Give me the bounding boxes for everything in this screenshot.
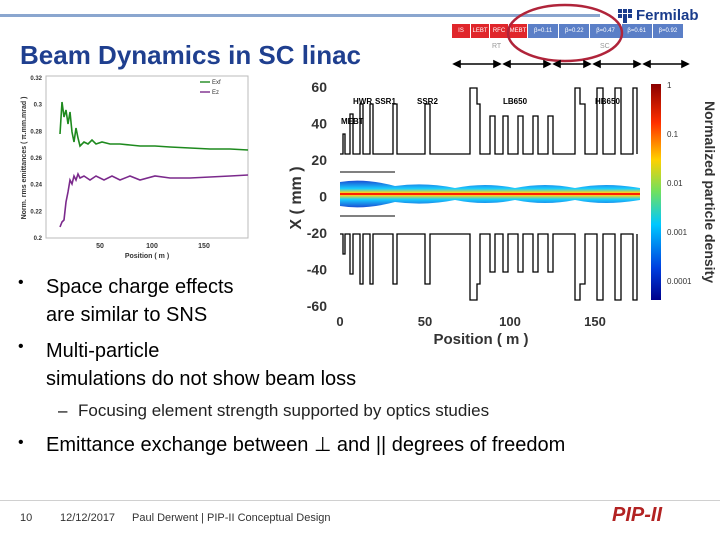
aperture-outline	[340, 87, 638, 155]
emittance-ytick: 0.22	[30, 209, 42, 215]
emittance-curve-ez	[59, 171, 249, 228]
beam-xlabel: Position ( m )	[434, 331, 529, 348]
bullet-1-line2: are similar to SNS	[46, 304, 208, 326]
bullet-2-line1: Multi-particle	[46, 340, 160, 362]
footer-date: 12/12/2017	[60, 512, 116, 524]
footer-rule	[0, 500, 720, 501]
emittance-xlabel: Position ( m )	[125, 253, 169, 260]
emittance-ytick: 0.26	[30, 156, 42, 162]
colorbar-tick: 0.01	[667, 179, 683, 188]
section-arrows	[452, 59, 690, 69]
lattice-segment: IS	[452, 24, 471, 38]
emittance-ytick: 0.32	[30, 76, 42, 82]
page-number: 10	[20, 512, 33, 524]
colorbar-tick: 0.001	[667, 228, 688, 237]
bullet-3: Emittance exchange between ⊥ and || degr…	[46, 434, 566, 456]
legend-exf: Exf	[212, 80, 221, 86]
sub-bullet-dash: –	[58, 401, 68, 420]
emittance-curve-exf	[59, 101, 249, 151]
beam-ytick: -60	[307, 298, 327, 314]
label-ssr1: SSR1	[375, 97, 396, 106]
aperture-outline-bottom	[340, 233, 638, 301]
emittance-xtick: 50	[96, 243, 104, 250]
beam-envelope-plot: 60 40 20 0 -20 -40 -60 0 50 100 150 X ( mm ) Posi…	[285, 74, 717, 352]
bullet-1-line1: Space charge effects	[46, 276, 234, 298]
emittance-ylabel: Norm. rms emittances ( π.mm.mrad )	[21, 97, 28, 220]
beam-xtick: 50	[418, 314, 432, 329]
legend-ez: Ez	[212, 90, 219, 96]
bullet-dot: •	[18, 274, 24, 291]
colorbar	[651, 84, 661, 300]
label-hb650: HB650	[595, 97, 620, 106]
colorbar-tick: 0.0001	[667, 277, 692, 286]
emittance-ytick: 0.2	[34, 236, 43, 242]
colorbar-tick: 1	[667, 81, 672, 90]
label-mebt: MEBT	[341, 117, 364, 126]
beam-xtick: 150	[584, 314, 606, 329]
beam-ytick: -40	[307, 262, 327, 278]
emittance-xtick: 150	[198, 243, 210, 250]
beam-ytick: 0	[319, 189, 327, 205]
lattice-segment: β=0.11	[528, 24, 560, 38]
lattice-segment: β=0.61	[621, 24, 653, 38]
rt-sc-labels: RT SC	[452, 40, 684, 54]
highlight-ellipse	[506, 3, 624, 63]
bullet-dot: •	[18, 338, 24, 355]
header-rule	[0, 14, 600, 17]
emittance-xtick: 100	[146, 243, 158, 250]
sub-bullet: Focusing element strength supported by o…	[78, 401, 490, 420]
lattice-segment-bar: IS LEBT RFC MEBT β=0.11 β=0.22 β=0.47 β=0.61 β=0…	[452, 24, 685, 38]
footer-author: Paul Derwent | PIP-II Conceptual Design	[132, 512, 331, 524]
fermilab-logo-icon	[618, 9, 632, 23]
slide-title: Beam Dynamics in SC linac	[20, 40, 362, 70]
beam-xtick: 0	[336, 314, 343, 329]
colorbar-label: Normalized particle density	[702, 101, 717, 283]
pip-ii-logo: PIP-II	[612, 504, 663, 526]
label-ssr2: SSR2	[417, 97, 438, 106]
beam-ytick: 40	[311, 116, 327, 132]
lattice-segment: β=0.92	[652, 24, 685, 38]
bullet-dot: •	[18, 434, 24, 451]
sc-label: SC	[600, 43, 610, 50]
beam-ytick: 60	[311, 79, 327, 95]
emittance-ytick: 0.28	[30, 129, 42, 135]
beam-xtick: 100	[499, 314, 521, 329]
emittance-ytick: 0.24	[30, 183, 42, 189]
label-hwr: HWR	[353, 97, 372, 106]
beam-ytick: 20	[311, 152, 327, 168]
rt-label: RT	[492, 43, 502, 50]
emittance-ytick: 0.3	[34, 103, 43, 109]
lattice-segment: LEBT	[471, 24, 490, 38]
fermilab-logo: Fermilab	[636, 7, 699, 24]
beam-ylabel: X ( mm )	[288, 166, 305, 229]
emittance-plot: 0.32 0.3 0.28 0.26 0.24 0.22 0.2 50 100 150 Norm…	[21, 75, 249, 260]
beam-ytick: -20	[307, 225, 327, 241]
lattice-segment: MEBT	[509, 24, 528, 38]
label-lb650: LB650	[503, 97, 528, 106]
lattice-segment: β=0.22	[559, 24, 591, 38]
bullet-2-line2: simulations do not show beam loss	[46, 368, 357, 390]
colorbar-tick: 0.1	[667, 130, 679, 139]
